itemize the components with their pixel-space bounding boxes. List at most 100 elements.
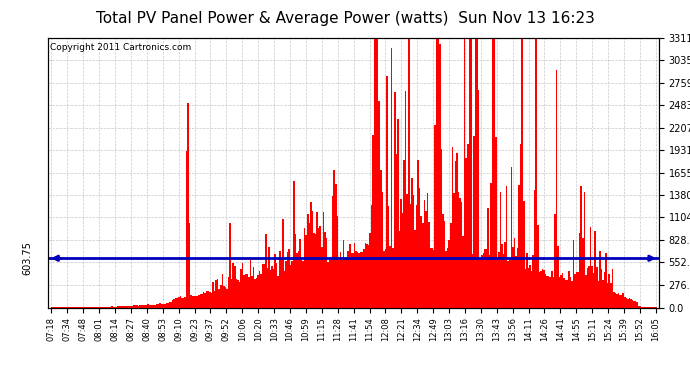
Bar: [194, 296, 195, 307]
Bar: [92, 307, 94, 308]
Bar: [104, 307, 105, 308]
Bar: [522, 38, 523, 308]
Bar: [116, 306, 117, 308]
Bar: [578, 272, 579, 308]
Bar: [574, 274, 576, 308]
Bar: [170, 302, 172, 307]
Bar: [279, 251, 281, 308]
Bar: [270, 270, 271, 308]
Bar: [448, 240, 450, 308]
Bar: [548, 276, 549, 308]
Bar: [144, 305, 146, 308]
Bar: [414, 230, 416, 308]
Bar: [215, 280, 217, 308]
Bar: [157, 304, 158, 307]
Bar: [537, 225, 538, 308]
Bar: [197, 296, 198, 307]
Bar: [424, 200, 425, 308]
Bar: [544, 274, 546, 308]
Bar: [321, 247, 322, 308]
Bar: [256, 278, 257, 308]
Bar: [137, 306, 139, 308]
Bar: [307, 214, 308, 308]
Bar: [360, 252, 362, 308]
Bar: [542, 269, 543, 308]
Bar: [553, 278, 554, 308]
Bar: [629, 298, 630, 307]
Bar: [231, 279, 233, 308]
Bar: [582, 238, 584, 308]
Bar: [511, 167, 512, 308]
Bar: [589, 266, 590, 308]
Bar: [599, 252, 601, 308]
Bar: [200, 294, 201, 307]
Bar: [346, 258, 347, 307]
Bar: [115, 307, 116, 308]
Bar: [127, 306, 128, 308]
Bar: [405, 91, 406, 308]
Bar: [214, 291, 215, 308]
Bar: [417, 160, 419, 308]
Bar: [564, 278, 565, 308]
Bar: [607, 283, 609, 308]
Bar: [276, 263, 277, 308]
Bar: [338, 260, 339, 308]
Bar: [209, 292, 210, 308]
Bar: [428, 222, 430, 308]
Bar: [532, 255, 534, 308]
Bar: [288, 249, 290, 308]
Bar: [354, 243, 355, 308]
Bar: [473, 136, 475, 308]
Bar: [139, 305, 141, 308]
Text: Copyright 2011 Cartronics.com: Copyright 2011 Cartronics.com: [50, 43, 190, 52]
Bar: [497, 257, 498, 307]
Bar: [395, 154, 397, 308]
Bar: [308, 224, 310, 308]
Bar: [644, 307, 646, 308]
Bar: [492, 38, 493, 308]
Bar: [112, 307, 115, 308]
Bar: [332, 196, 333, 308]
Bar: [598, 280, 599, 308]
Bar: [275, 254, 276, 308]
Bar: [362, 252, 363, 308]
Bar: [531, 271, 532, 308]
Bar: [498, 252, 500, 308]
Bar: [472, 254, 473, 308]
Bar: [364, 243, 366, 308]
Bar: [526, 253, 528, 308]
Bar: [257, 275, 259, 308]
Bar: [466, 158, 467, 308]
Bar: [445, 251, 447, 308]
Bar: [410, 204, 411, 308]
Bar: [512, 248, 513, 308]
Bar: [411, 178, 413, 308]
Bar: [632, 300, 633, 307]
Bar: [287, 252, 288, 308]
Bar: [181, 298, 183, 307]
Bar: [453, 193, 455, 308]
Bar: [302, 261, 304, 308]
Bar: [363, 249, 364, 308]
Bar: [627, 299, 629, 307]
Bar: [339, 252, 341, 308]
Bar: [177, 298, 178, 307]
Bar: [337, 216, 338, 308]
Bar: [482, 253, 484, 308]
Bar: [131, 306, 133, 308]
Bar: [518, 185, 520, 308]
Bar: [476, 38, 478, 308]
Text: Total PV Panel Power & Average Power (watts)  Sun Nov 13 16:23: Total PV Panel Power & Average Power (wa…: [95, 11, 595, 26]
Bar: [163, 304, 164, 307]
Bar: [470, 38, 472, 308]
Bar: [246, 274, 248, 308]
Bar: [235, 279, 237, 308]
Bar: [175, 298, 177, 307]
Bar: [169, 303, 170, 307]
Bar: [602, 280, 604, 308]
Bar: [580, 186, 582, 308]
Bar: [568, 271, 570, 308]
Bar: [611, 269, 613, 308]
Bar: [422, 222, 424, 308]
Bar: [158, 304, 159, 307]
